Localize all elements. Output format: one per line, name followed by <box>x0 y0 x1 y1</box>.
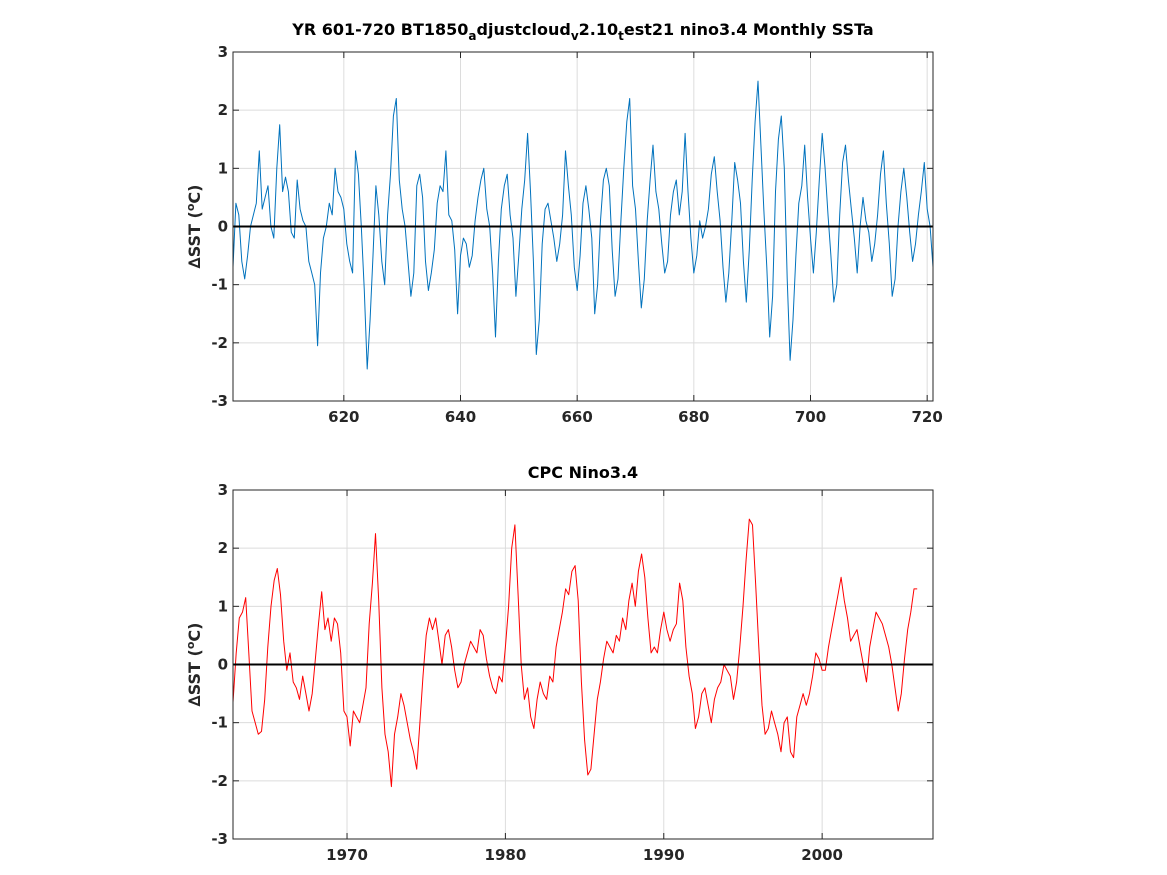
title-text: 2.10 <box>579 20 618 39</box>
title-text: djustcloud <box>477 20 571 39</box>
y-tick-label: -1 <box>211 714 228 732</box>
x-tick-label: 1990 <box>643 846 685 864</box>
x-tick-label: 680 <box>678 408 709 426</box>
ylabel-text: C) <box>185 185 204 204</box>
y-tick-label: 3 <box>218 481 228 499</box>
y-tick-label: -3 <box>211 830 228 848</box>
title-subscript: a <box>468 29 476 43</box>
axes-frame <box>232 51 934 402</box>
chart-title: YR 601-720 BT1850adjustcloudv2.10test21 … <box>291 20 873 43</box>
x-tick-label: 1970 <box>326 846 368 864</box>
y-tick-label: -2 <box>211 772 228 790</box>
title-subscript: t <box>618 29 624 43</box>
title-text: est21 nino3.4 Monthly SSTa <box>624 20 874 39</box>
y-axis-label: ∆SST (oC) <box>184 623 204 707</box>
y-axis-label: ∆SST (oC) <box>184 185 204 269</box>
chart-title: CPC Nino3.4 <box>528 463 638 482</box>
title-text: CPC Nino3.4 <box>528 463 638 482</box>
x-tick-label: 700 <box>795 408 826 426</box>
x-tick-label: 620 <box>328 408 359 426</box>
ylabel-text: ∆SST ( <box>185 649 204 706</box>
y-tick-label: -2 <box>211 334 228 352</box>
y-tick-label: 3 <box>218 43 228 61</box>
y-tick-label: 1 <box>218 597 228 615</box>
ylabel-text: ∆SST ( <box>185 211 204 268</box>
x-tick-label: 2000 <box>801 846 843 864</box>
y-tick-label: -3 <box>211 392 228 410</box>
x-tick-label: 660 <box>562 408 593 426</box>
y-tick-label: 0 <box>218 218 228 236</box>
series-line <box>233 80 933 370</box>
x-tick-label: 720 <box>912 408 943 426</box>
ylabel-superscript: o <box>184 203 197 211</box>
y-tick-label: 2 <box>218 101 228 119</box>
y-tick-label: 2 <box>218 539 228 557</box>
chart-panel-model: 620 640 660 680 700 720 -3 -2 -1 0 1 2 3 YR 601-720 B… <box>184 20 943 426</box>
ylabel-superscript: o <box>184 641 197 649</box>
ylabel-text: C) <box>185 623 204 642</box>
x-tick-label: 1980 <box>485 846 527 864</box>
y-tick-label: -1 <box>211 276 228 294</box>
series-line <box>233 518 918 788</box>
title-text: YR 601-720 BT1850 <box>291 20 468 39</box>
axes-frame <box>232 489 934 840</box>
chart-panel-observed: 1970 1980 1990 2000 -3 -2 -1 0 1 2 3 CPC Nino3.4 ∆SS… <box>184 463 934 864</box>
y-tick-label: 0 <box>218 656 228 674</box>
y-tick-label: 1 <box>218 159 228 177</box>
x-tick-label: 640 <box>445 408 476 426</box>
title-subscript: v <box>571 29 579 43</box>
